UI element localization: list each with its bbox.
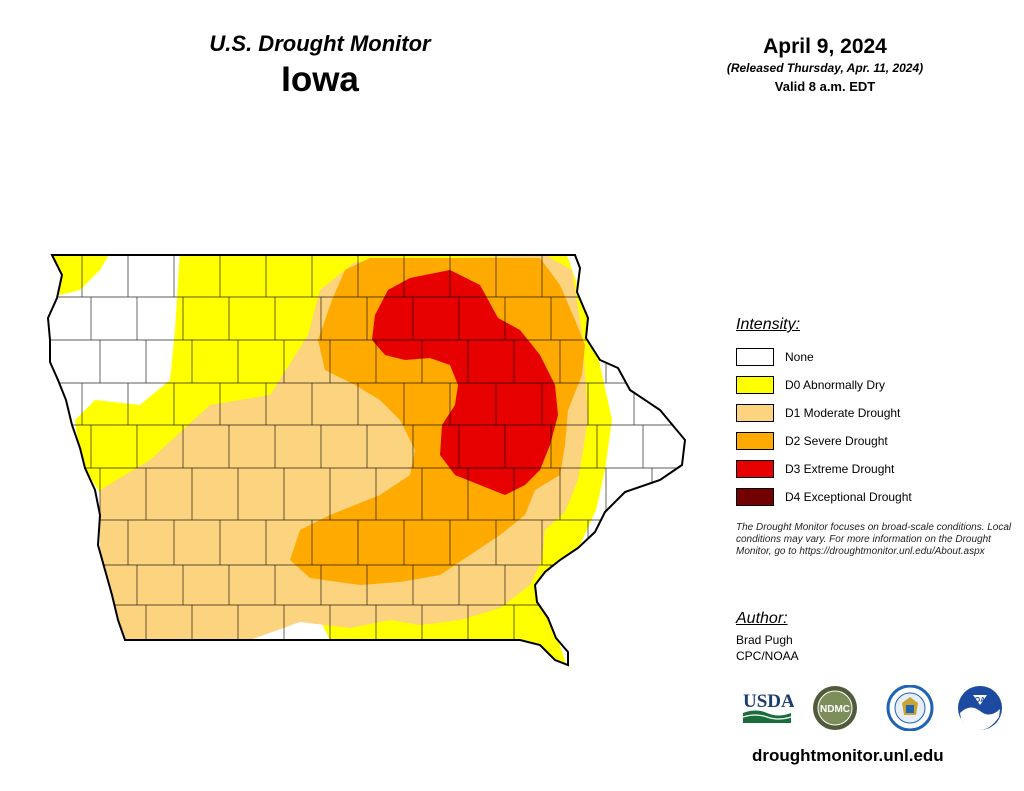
legend-swatch xyxy=(736,488,774,506)
svg-text:NDMC: NDMC xyxy=(820,704,850,715)
legend-item: None xyxy=(736,343,996,371)
release-date: (Released Thursday, Apr. 11, 2024) xyxy=(726,61,924,75)
state-title: Iowa xyxy=(281,60,359,99)
doc-seal-icon xyxy=(886,685,934,731)
legend-title: Intensity: xyxy=(736,316,801,333)
author-block: Author: Brad Pugh CPC/NOAA xyxy=(736,610,799,664)
author-name: Brad Pugh xyxy=(736,633,793,647)
legend-label: D0 Abnormally Dry xyxy=(785,378,886,392)
legend-label: D4 Exceptional Drought xyxy=(785,490,912,504)
d3-area xyxy=(372,270,558,495)
svg-text:NOAA: NOAA xyxy=(970,697,991,704)
author-org: CPC/NOAA xyxy=(736,649,799,663)
date-block: April 9, 2024 (Released Thursday, Apr. 1… xyxy=(660,34,990,96)
legend-swatch xyxy=(736,432,774,450)
ndmc-logo-icon: NDMC xyxy=(813,686,857,730)
title-block: U.S. Drought Monitor Iowa xyxy=(150,30,490,100)
legend-label: D3 Extreme Drought xyxy=(785,462,895,476)
valid-time: Valid 8 a.m. EDT xyxy=(774,79,876,94)
state-border xyxy=(46,254,687,667)
legend-label: D2 Severe Drought xyxy=(785,434,888,448)
legend-swatch xyxy=(736,404,774,422)
legend: Intensity: None D0 Abnormally Dry D1 Moder… xyxy=(736,316,996,511)
legend-item: D4 Exceptional Drought xyxy=(736,483,996,511)
legend-item: D0 Abnormally Dry xyxy=(736,371,996,399)
legend-swatch xyxy=(736,348,774,366)
noaa-logo-icon: NOAA xyxy=(958,686,1002,730)
legend-item: D2 Severe Drought xyxy=(736,427,996,455)
product-title: U.S. Drought Monitor xyxy=(209,31,431,56)
legend-swatch xyxy=(736,376,774,394)
legend-item: D1 Moderate Drought xyxy=(736,399,996,427)
drought-areas xyxy=(48,255,685,665)
author-heading: Author: xyxy=(736,610,788,627)
disclaimer-text: The Drought Monitor focuses on broad-sca… xyxy=(736,522,1012,557)
legend-label: None xyxy=(785,350,814,364)
map-date: April 9, 2024 xyxy=(763,35,887,58)
legend-item: D3 Extreme Drought xyxy=(736,455,996,483)
partner-logos: USDA NDMC NOAA xyxy=(740,685,1002,733)
svg-text:USDA: USDA xyxy=(743,691,794,712)
legend-swatch xyxy=(736,460,774,478)
usda-logo-icon: USDA xyxy=(742,691,794,723)
website-url[interactable]: droughtmonitor.unl.edu xyxy=(752,746,944,765)
legend-label: D1 Moderate Drought xyxy=(785,406,901,420)
legend-items: None D0 Abnormally Dry D1 Moderate Drought… xyxy=(736,343,996,511)
